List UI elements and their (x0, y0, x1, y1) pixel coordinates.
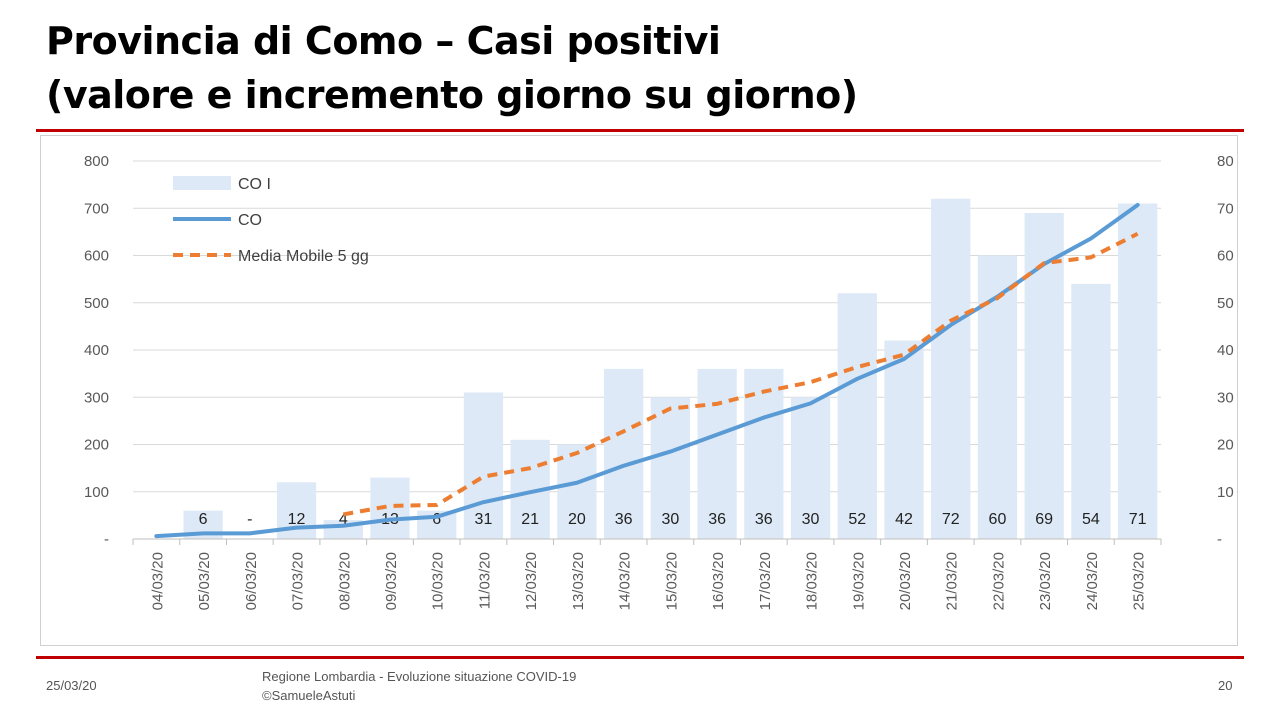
x-tick-label: 25/03/20 (1131, 552, 1148, 610)
chart-frame: - 100 200 300 400 500 600 700 800 - 10 20 30 40 50 60 70… (40, 135, 1238, 646)
x-tick-label: 21/03/20 (944, 552, 961, 610)
bar (697, 368, 737, 539)
bar (650, 397, 690, 539)
bar-data-label: 31 (475, 511, 493, 528)
y-right-tick-label: 50 (1217, 295, 1234, 312)
bar (1118, 203, 1158, 539)
bar-data-label: 52 (848, 511, 866, 528)
bar-data-label: 6 (199, 511, 208, 528)
legend-label: CO (238, 212, 262, 229)
bar-data-label: 30 (802, 511, 820, 528)
bar (837, 293, 877, 539)
bar-data-label: 71 (1129, 511, 1147, 528)
y-left-tick-label: 100 (84, 484, 109, 501)
legend-label: Media Mobile 5 gg (238, 248, 369, 265)
bar-data-label: 36 (615, 511, 633, 528)
x-tick-label: 12/03/20 (523, 552, 540, 610)
x-tick-label: 18/03/20 (804, 552, 821, 610)
x-tick-label: 19/03/20 (850, 552, 867, 610)
bar-data-label: 54 (1082, 511, 1100, 528)
footer-source-line-2: ©SamueleAstuti (262, 688, 356, 703)
x-tick-label: 20/03/20 (897, 552, 914, 610)
bar-data-label: 60 (989, 511, 1007, 528)
x-tick-label: 22/03/20 (990, 552, 1007, 610)
x-tick-label: 05/03/20 (196, 552, 213, 610)
bar-data-label: 12 (288, 511, 306, 528)
y-right-tick-label: - (1217, 531, 1222, 548)
y-right-tick-label: 40 (1217, 342, 1234, 359)
y-left-tick-label: 500 (84, 295, 109, 312)
moving-average-line (342, 231, 1139, 517)
bar-data-label: 36 (708, 511, 726, 528)
y-left-tick-label: 300 (84, 389, 109, 406)
y-right-tick-label: 60 (1217, 248, 1234, 265)
footer-date: 25/03/20 (46, 678, 97, 693)
bar-data-label: 72 (942, 511, 960, 528)
bar (790, 397, 831, 539)
x-tick-label: 09/03/20 (383, 552, 400, 610)
legend-label: CO I (238, 176, 271, 193)
y-right-tick-label: 30 (1217, 389, 1234, 406)
bar-data-label: 69 (1035, 511, 1053, 528)
bar (744, 368, 784, 539)
bar (604, 368, 644, 539)
legend-swatch (173, 176, 231, 190)
x-tick-label: 13/03/20 (570, 552, 587, 610)
y-left-tick-label: 200 (84, 437, 109, 454)
footer-source: Regione Lombardia - Evoluzione situazion… (262, 667, 576, 705)
x-tick-label: 24/03/20 (1084, 552, 1101, 610)
y-right-tick-label: 10 (1217, 484, 1234, 501)
x-tick-label: 16/03/20 (710, 552, 727, 610)
bar-data-label: 4 (339, 511, 348, 528)
combo-chart: - 100 200 300 400 500 600 700 800 - 10 20 30 40 50 60 70… (84, 153, 1234, 610)
bar-data-label: 30 (661, 511, 679, 528)
y-right-tick-label: 70 (1217, 200, 1234, 217)
bar-data-label: - (247, 511, 252, 528)
x-tick-label: 15/03/20 (663, 552, 680, 610)
y-right-tick-label: 20 (1217, 437, 1234, 454)
page-number: 20 (1218, 678, 1233, 693)
top-divider (36, 129, 1244, 132)
y-left-tick-label: 400 (84, 342, 109, 359)
bar-data-label: 21 (521, 511, 539, 528)
x-tick-label: 10/03/20 (430, 552, 447, 610)
y-left-tick-label: 800 (84, 153, 109, 170)
y-left-tick-label: 700 (84, 200, 109, 217)
x-tick-label: 06/03/20 (243, 552, 260, 610)
bar-data-label: 6 (432, 511, 441, 528)
bar (1071, 283, 1111, 539)
y-right-tick-label: 80 (1217, 153, 1234, 170)
bar-data-label: 42 (895, 511, 913, 528)
x-tick-label: 17/03/20 (757, 552, 774, 610)
x-tick-label: 07/03/20 (290, 552, 307, 610)
x-tick-label: 11/03/20 (476, 552, 493, 609)
bar-data-label: 20 (568, 511, 586, 528)
x-tick-label: 08/03/20 (336, 552, 353, 610)
bar (463, 392, 504, 539)
y-left-tick-label: 600 (84, 248, 109, 265)
bar (370, 477, 410, 539)
bar (557, 444, 597, 539)
y-left-tick-label: - (104, 531, 109, 548)
bar (931, 198, 971, 540)
x-tick-label: 14/03/20 (617, 552, 634, 610)
title-line-1: Provincia di Como – Casi positivi (46, 19, 721, 63)
bar (884, 340, 924, 539)
bar (1024, 212, 1064, 539)
bar-data-label: 36 (755, 511, 773, 528)
title-line-2: (valore e incremento giorno su giorno) (46, 73, 858, 117)
footer-source-line-1: Regione Lombardia - Evoluzione situazion… (262, 669, 577, 684)
x-tick-label: 04/03/20 (149, 552, 166, 610)
bottom-divider (36, 656, 1244, 659)
slide-title: Provincia di Como – Casi positivi (valor… (46, 14, 858, 122)
x-tick-label: 23/03/20 (1037, 552, 1054, 610)
